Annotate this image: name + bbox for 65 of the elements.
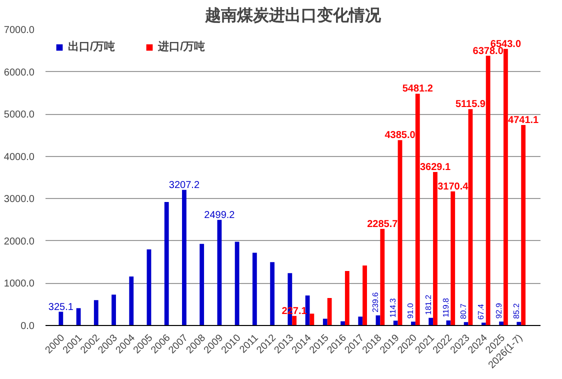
y-tick-label: 5000.0 bbox=[4, 110, 35, 121]
y-tick-label: 6000.0 bbox=[4, 67, 35, 78]
bar bbox=[292, 316, 297, 326]
bar bbox=[234, 242, 240, 326]
bar bbox=[58, 312, 64, 326]
data-label: 6378.0 bbox=[472, 46, 504, 57]
data-label: 325.1 bbox=[48, 302, 74, 313]
bar bbox=[182, 190, 186, 326]
y-tick-label: 3000.0 bbox=[4, 194, 35, 206]
legend-label: 出口/万吨 bbox=[68, 40, 116, 54]
bar bbox=[344, 270, 350, 326]
bar bbox=[94, 300, 98, 326]
bar bbox=[415, 94, 420, 326]
bar bbox=[310, 314, 314, 326]
data-label: 114.3 bbox=[388, 298, 398, 318]
data-label: 4741.1 bbox=[508, 115, 540, 126]
data-label: 181.2 bbox=[424, 294, 433, 315]
y-tick-label: 0.0 bbox=[20, 321, 35, 332]
data-label: 85.2 bbox=[512, 302, 521, 319]
chart-title: 越南煤炭进出口变化情况 bbox=[204, 6, 382, 24]
data-label: 91.0 bbox=[406, 302, 416, 319]
bar bbox=[252, 252, 257, 326]
data-label: 5481.2 bbox=[402, 84, 434, 95]
data-label: 119.8 bbox=[441, 297, 450, 318]
bar bbox=[112, 294, 116, 326]
data-label: 3207.2 bbox=[168, 180, 200, 191]
bar bbox=[358, 316, 363, 326]
bar bbox=[146, 249, 152, 326]
data-label: 2285.7 bbox=[367, 218, 398, 230]
y-tick-label: 7000.0 bbox=[4, 25, 35, 36]
data-label: 3170.4 bbox=[438, 181, 469, 192]
bar bbox=[327, 298, 332, 326]
bar bbox=[411, 322, 416, 326]
data-label: 4385.0 bbox=[384, 130, 416, 142]
bar bbox=[464, 322, 468, 326]
bar bbox=[217, 220, 222, 326]
bar bbox=[450, 191, 456, 326]
bar bbox=[270, 262, 275, 326]
bar bbox=[486, 56, 490, 326]
data-label: 80.7 bbox=[459, 302, 468, 320]
data-label: 3629.1 bbox=[420, 162, 451, 174]
bar bbox=[468, 109, 473, 326]
legend-label: 进口/万吨 bbox=[158, 40, 206, 54]
data-label: 5115.9 bbox=[455, 99, 486, 110]
y-tick-label: 2000.0 bbox=[4, 236, 35, 248]
data-label: 67.4 bbox=[476, 304, 486, 320]
bar bbox=[428, 318, 434, 326]
bar bbox=[504, 48, 508, 326]
bar bbox=[322, 318, 328, 326]
bar bbox=[521, 125, 526, 326]
bar bbox=[380, 228, 385, 326]
bar bbox=[164, 202, 169, 326]
data-label: 92.9 bbox=[494, 302, 504, 319]
data-label: 239.6 bbox=[370, 292, 380, 312]
bar bbox=[393, 320, 398, 326]
data-label: 2499.2 bbox=[204, 210, 236, 221]
bar bbox=[398, 140, 402, 326]
y-tick-label: 4000.0 bbox=[4, 152, 35, 163]
bar bbox=[129, 276, 134, 326]
bar bbox=[499, 322, 504, 326]
y-tick-label: 1000.0 bbox=[4, 278, 35, 290]
bar bbox=[433, 172, 438, 326]
bar bbox=[362, 265, 367, 326]
bar bbox=[200, 244, 204, 326]
bar bbox=[481, 322, 486, 326]
